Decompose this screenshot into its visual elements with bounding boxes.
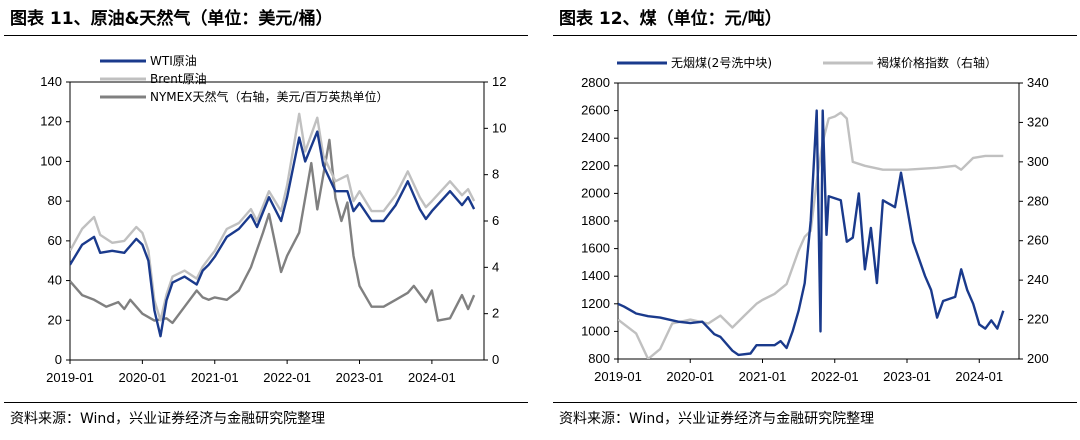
series-line-1 — [70, 112, 476, 322]
x-tick-label: 2020-01 — [666, 369, 714, 384]
y-left-tick-label: 0 — [55, 352, 62, 367]
y-left-tick-label: 2200 — [581, 158, 610, 173]
x-tick-label: 2023-01 — [336, 370, 384, 385]
y-right-tick-label: 260 — [1027, 233, 1049, 248]
y-right-tick-label: 200 — [1027, 351, 1049, 366]
y-right-tick-label: 280 — [1027, 193, 1049, 208]
y-right-tick-label: 2 — [492, 306, 499, 321]
y-left-tick-label: 40 — [48, 273, 62, 288]
y-left-tick-label: 20 — [48, 312, 62, 327]
x-tick-label: 2021-01 — [191, 370, 239, 385]
title-rule — [553, 35, 1077, 36]
y-right-tick-label: 8 — [492, 167, 499, 182]
x-tick-label: 2022-01 — [811, 369, 859, 384]
series-line-0 — [618, 109, 1005, 357]
y-left-tick-label: 60 — [48, 233, 62, 248]
x-tick-label: 2019-01 — [46, 370, 94, 385]
legend-label-0: WTI原油 — [150, 54, 197, 68]
coal-chart: 800 1000 1200 1400 1600 1800 2000 2200 2400 2600 2… — [581, 55, 1049, 384]
y-left-tick-label: 1800 — [581, 213, 610, 228]
source-rule — [4, 402, 528, 403]
source-note: 资料来源：Wind，兴业证券经济与金融研究院整理 — [559, 411, 875, 427]
y-left-tick-label: 2400 — [581, 130, 610, 145]
source-rule — [553, 402, 1077, 403]
y-right-tick-label: 6 — [492, 213, 499, 228]
y-left-tick-label: 120 — [40, 114, 62, 129]
y-right-tick-label: 300 — [1027, 154, 1049, 169]
x-tick-label: 2023-01 — [883, 369, 931, 384]
y-left-tick-label: 1600 — [581, 241, 610, 256]
title-rule — [4, 35, 528, 36]
y-right-tick-label: 10 — [492, 120, 506, 135]
y-right-tick-label: 220 — [1027, 312, 1049, 327]
y-right-tick-label: 340 — [1027, 75, 1049, 90]
chart-panel-oil-gas: 图表 11、原油&天然气（单位：美元/桶） 0 20 40 60 80 100 120 140… — [4, 0, 528, 440]
legend-label-2: NYMEX天然气（右轴，美元/百万英热单位） — [150, 89, 389, 104]
y-left-tick-label: 140 — [40, 74, 62, 89]
source-note: 资料来源：Wind，兴业证券经济与金融研究院整理 — [10, 411, 326, 427]
series-line-0 — [70, 130, 476, 338]
figure-title: 图表 12、煤（单位：元/吨） — [559, 9, 782, 29]
legend-label-1: 褐煤价格指数（右轴） — [877, 55, 997, 70]
y-left-tick-label: 1200 — [581, 296, 610, 311]
y-left-tick-label: 1000 — [581, 323, 610, 338]
y-left-tick-label: 800 — [588, 351, 610, 366]
y-left-tick-label: 2000 — [581, 185, 610, 200]
x-tick-label: 2024-01 — [955, 369, 1003, 384]
y-left-tick-label: 1400 — [581, 268, 610, 283]
y-right-tick-label: 240 — [1027, 272, 1049, 287]
y-left-tick-label: 80 — [48, 193, 62, 208]
y-right-tick-label: 0 — [492, 352, 499, 367]
y-right-tick-label: 4 — [492, 259, 499, 274]
oil-gas-chart: 0 20 40 60 80 100 120 140 0 2 4 6 8 10 12 2019-01 2020-0… — [40, 54, 506, 385]
legend-label-0: 无烟煤(2号洗中块) — [671, 55, 772, 70]
chart-panel-coal: 图表 12、煤（单位：元/吨） 800 1000 1200 1400 1600 1800 2… — [553, 0, 1077, 440]
x-tick-label: 2019-01 — [594, 369, 642, 384]
y-left-tick-label: 100 — [40, 153, 62, 168]
y-right-tick-label: 320 — [1027, 114, 1049, 129]
series-line-2 — [70, 138, 476, 325]
legend-label-1: Brent原油 — [150, 72, 207, 86]
plot-frame — [69, 81, 485, 361]
x-tick-label: 2024-01 — [408, 370, 456, 385]
y-left-tick-label: 2800 — [581, 75, 610, 90]
x-tick-label: 2020-01 — [119, 370, 167, 385]
y-right-tick-label: 12 — [492, 74, 506, 89]
figure-title: 图表 11、原油&天然气（单位：美元/桶） — [10, 9, 333, 29]
x-tick-label: 2022-01 — [263, 370, 311, 385]
x-tick-label: 2021-01 — [739, 369, 787, 384]
y-left-tick-label: 2600 — [581, 103, 610, 118]
